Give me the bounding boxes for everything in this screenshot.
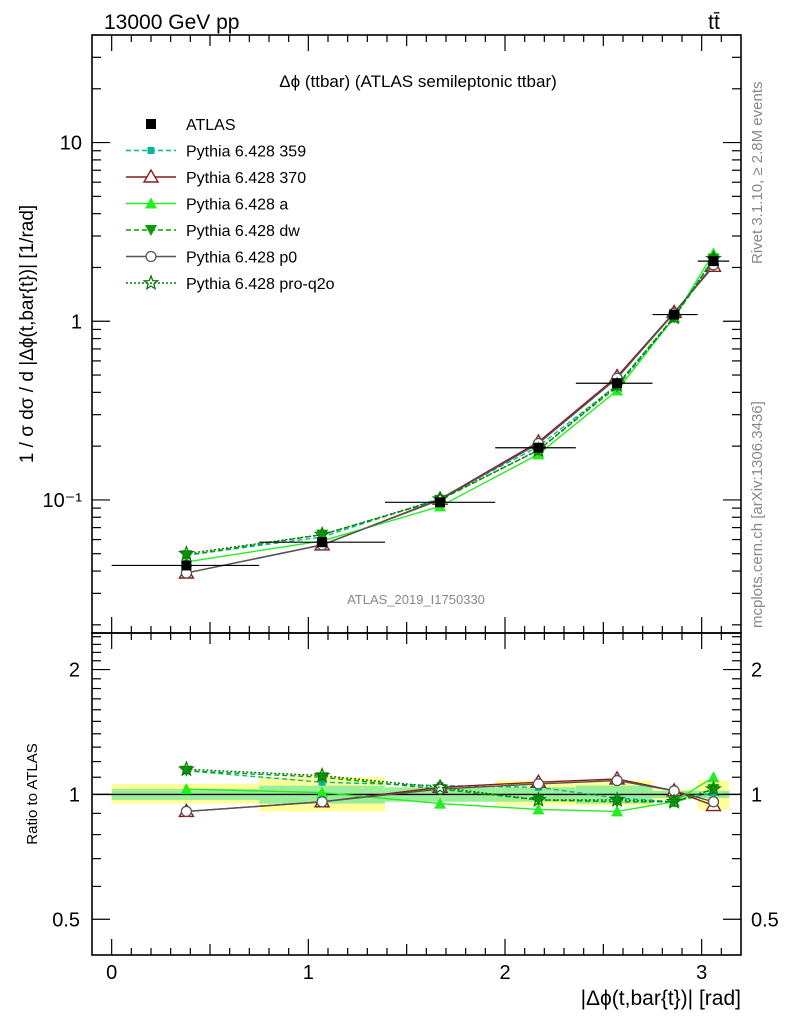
x-tick-label: 2 <box>499 962 510 984</box>
plot-title: Δϕ (ttbar) (ATLAS semileptonic ttbar) <box>279 72 557 91</box>
circle-marker <box>611 774 623 787</box>
main-axis-ticks: 10⁻¹ 1 10 <box>43 34 741 633</box>
square-marker <box>708 256 719 267</box>
legend-label: Pythia 6.428 a <box>186 197 288 214</box>
series-line <box>186 264 715 574</box>
legend-entry: Pythia 6.428 p0 <box>126 250 297 267</box>
series-pythia-6-428-359 <box>182 259 717 559</box>
x-tick-label: 0 <box>106 962 117 984</box>
triangle-marker <box>707 771 720 783</box>
star-marker <box>178 760 195 777</box>
legend-label: Pythia 6.428 pro-q2o <box>186 276 335 293</box>
ratio-series-layer <box>178 760 722 818</box>
square-marker <box>317 537 328 548</box>
legend-label: Pythia 6.428 359 <box>186 144 306 161</box>
triangle-down-marker <box>180 550 193 562</box>
ratio-axis-ticks: 0.5 0.5 1 1 2 2 0 1 2 3 <box>52 633 779 984</box>
circle-marker <box>532 778 545 790</box>
triangle-marker <box>316 786 329 798</box>
legend-entry: ATLAS <box>146 117 236 134</box>
legend-label: Pythia 6.428 dw <box>186 223 300 240</box>
series-pythia-6-428-p0 <box>180 774 720 818</box>
energy-label: 13000 GeV pp <box>104 11 239 34</box>
square-marker <box>435 497 446 508</box>
square-marker <box>181 560 192 571</box>
series-pythia-6-428-370 <box>178 257 722 579</box>
main-series-layer <box>177 247 722 579</box>
legend-entry: Pythia 6.428 359 <box>126 144 306 161</box>
triangle-marker <box>532 803 545 815</box>
star-marker <box>177 544 195 561</box>
ratio-y-tick-label: 2 <box>69 660 80 682</box>
square-marker <box>533 442 544 453</box>
ratio-y-tick-label: 0.5 <box>751 909 779 931</box>
series-line <box>186 252 715 563</box>
circle-marker <box>316 796 328 808</box>
series-line <box>186 258 715 556</box>
circle-marker <box>180 805 193 818</box>
series-pythia-6-428-dw <box>180 253 720 562</box>
y-tick-label: 10⁻¹ <box>43 490 83 512</box>
star-marker <box>431 778 449 795</box>
legend-label: Pythia 6.428 p0 <box>186 250 297 267</box>
legend-entry: Pythia 6.428 dw <box>126 223 300 240</box>
series-pythia-6-428-pro-q2o <box>177 249 722 561</box>
x-tick-label: 1 <box>303 962 314 984</box>
star-marker <box>142 274 160 291</box>
legend-entry: Pythia 6.428 pro-q2o <box>126 274 335 293</box>
triangle-marker <box>180 783 193 795</box>
atlas-data-points <box>111 256 730 571</box>
triangle-marker <box>145 197 157 209</box>
series-line <box>186 262 715 556</box>
square-marker <box>146 119 156 129</box>
x-axis-label: |Δϕ(t,bar{t})| [rad] <box>581 987 741 1010</box>
ratio-y-axis-label: Ratio to ATLAS <box>24 743 41 844</box>
triangle-down-marker <box>145 225 157 236</box>
triangle-marker <box>142 168 160 183</box>
y-tick-label: 1 <box>71 311 82 333</box>
circle-marker <box>707 796 720 808</box>
ratio-y-tick-label: 2 <box>751 660 762 682</box>
legend-label: Pythia 6.428 370 <box>186 170 306 187</box>
triangle-marker <box>434 797 447 809</box>
process-label: tt̄ <box>708 11 720 34</box>
triangle-marker <box>611 805 624 817</box>
series-line <box>186 768 714 803</box>
series-pythia-6-428-a <box>180 247 720 567</box>
star-marker <box>608 791 626 808</box>
square-marker <box>147 147 155 154</box>
legend: ATLAS Pythia 6.428 359 Pythia 6.428 370 Pyt… <box>126 117 335 293</box>
ratio-y-tick-label: 1 <box>69 784 80 806</box>
y-tick-label: 10 <box>60 133 82 155</box>
circle-marker <box>145 250 157 263</box>
ratio-y-tick-label: 0.5 <box>52 909 80 931</box>
series-line <box>186 265 715 574</box>
square-marker <box>612 378 623 389</box>
ratio-y-tick-label: 1 <box>751 784 762 806</box>
mcplots-reference-label: mcplots.cern.ch [arXiv:1306.3436] <box>749 401 766 628</box>
series-line <box>186 258 715 555</box>
main-y-axis-label: 1 / σ dσ / d |Δϕ(t,bar{t})| [1/rad] <box>17 205 38 463</box>
square-marker <box>669 309 680 320</box>
rivet-version-label: Rivet 3.1.10, ≥ 2.8M events <box>749 82 766 265</box>
legend-entry: Pythia 6.428 a <box>126 197 288 214</box>
triangle-down-marker <box>180 765 193 777</box>
series-pythia-6-428-p0 <box>180 259 720 579</box>
legend-label: ATLAS <box>186 117 236 134</box>
x-tick-label: 3 <box>696 962 707 984</box>
star-marker <box>705 780 722 797</box>
star-marker <box>665 793 683 809</box>
star-marker <box>313 766 331 783</box>
analysis-watermark: ATLAS_2019_I1750330 <box>347 592 485 607</box>
star-marker <box>530 791 547 808</box>
series-pythia-6-428-pro-q2o <box>178 760 722 809</box>
legend-entry: Pythia 6.428 370 <box>126 168 306 187</box>
